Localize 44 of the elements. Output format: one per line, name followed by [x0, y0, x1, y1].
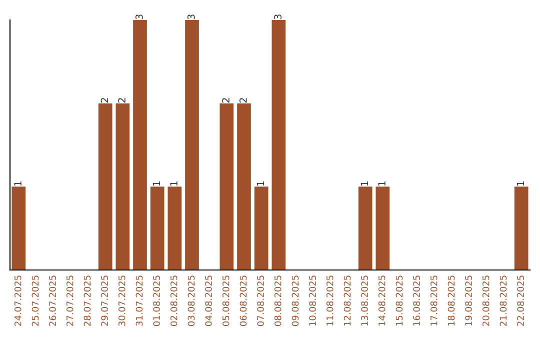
- x-tick-label: 05.08.2025: [222, 276, 230, 326]
- x-tick-label: 12.08.2025: [344, 276, 351, 326]
- x-tick-label: 25.07.2025: [32, 276, 39, 326]
- x-tick-label: 02.08.2025: [170, 276, 178, 326]
- x-tick-label: 01.08.2025: [153, 276, 160, 326]
- x-tick-label: 11.08.2025: [326, 276, 334, 326]
- x-tick-label: 24.07.2025: [14, 276, 22, 326]
- x-tick-label: 14.08.2025: [378, 276, 386, 326]
- data-label: 3: [274, 14, 282, 20]
- data-label: 1: [14, 181, 22, 186]
- x-tick-label: 06.08.2025: [240, 276, 247, 326]
- x-tick-label: 10.08.2025: [309, 276, 316, 326]
- x-tick-label: 27.07.2025: [66, 276, 74, 326]
- x-tick-label: 19.08.2025: [465, 276, 472, 326]
- x-tick-label: 16.08.2025: [413, 276, 420, 326]
- x-tick-label: 18.08.2025: [448, 276, 455, 326]
- x-tick-label: 04.08.2025: [205, 276, 212, 326]
- x-tick-label: 31.07.2025: [136, 276, 143, 326]
- x-tick-label: 20.08.2025: [482, 276, 490, 326]
- data-label: 2: [118, 98, 126, 103]
- x-tick-label: 07.08.2025: [257, 276, 264, 326]
- data-label: 1: [170, 181, 178, 186]
- data-label: 2: [100, 98, 108, 103]
- x-tick-label: 28.07.2025: [84, 276, 91, 326]
- x-tick-label: 17.08.2025: [430, 276, 438, 326]
- data-label: 1: [516, 181, 524, 186]
- data-label: 3: [187, 14, 195, 20]
- data-label: 1: [256, 181, 264, 186]
- data-label: 1: [360, 181, 368, 186]
- data-label: 1: [152, 181, 160, 186]
- x-tick-label: 15.08.2025: [396, 276, 403, 326]
- x-tick-label: 26.07.2025: [49, 276, 56, 326]
- data-label: 2: [239, 98, 247, 103]
- x-tick-label: 22.08.2025: [517, 276, 524, 326]
- x-tick-label: 09.08.2025: [292, 276, 299, 326]
- x-tick-label: 21.08.2025: [500, 276, 507, 326]
- x-tick-label: 29.07.2025: [101, 276, 108, 326]
- x-tick-label: 13.08.2025: [361, 276, 368, 326]
- data-label: 3: [135, 14, 143, 20]
- x-tick-label: 30.07.2025: [118, 276, 126, 326]
- x-tick-label: 03.08.2025: [188, 276, 195, 326]
- data-label: 2: [222, 98, 230, 103]
- data-label: 1: [378, 181, 386, 186]
- x-tick-label: 08.08.2025: [274, 276, 282, 326]
